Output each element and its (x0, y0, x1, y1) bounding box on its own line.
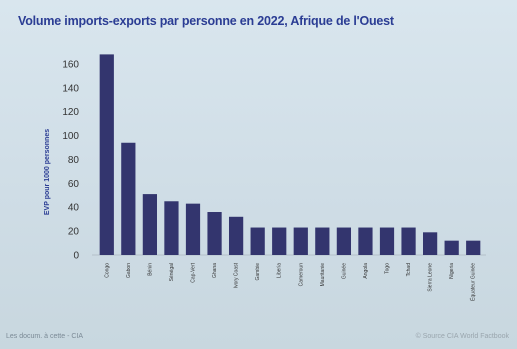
bar (228, 216, 244, 255)
y-tick-label: 0 (73, 251, 79, 262)
category-label: Cap-Vert (191, 262, 197, 282)
category-label: Togo (385, 263, 391, 274)
bar (422, 232, 438, 255)
category-label: Gambie (255, 263, 261, 281)
category-label: Sénégal (169, 263, 175, 281)
category-label: Bénin (147, 263, 153, 276)
category-label: Liberia (277, 263, 283, 278)
category-label: Angola (363, 263, 369, 279)
category-labels: Congo Gabon Bénin Sénégal Cap-Vert Ghana Ivory… (104, 262, 476, 300)
category-label: Nigeria (449, 263, 455, 279)
bar (99, 54, 114, 255)
bar (207, 212, 222, 255)
bar (272, 227, 287, 255)
bar (185, 203, 201, 255)
y-tick-label: 60 (68, 179, 80, 190)
bar (121, 142, 136, 255)
footer-source-left: Les docum. à cette - CIA (6, 333, 84, 340)
category-label: Équateur Guinée (470, 263, 477, 301)
category-label: Ghana (212, 263, 218, 278)
y-tick-label: 40 (68, 203, 80, 214)
bar (444, 240, 459, 255)
category-label: Gabon (126, 263, 132, 278)
chart-title: Volume imports-exports par personne en 2… (18, 14, 394, 28)
category-label: Tchad (406, 263, 412, 277)
bar (250, 227, 265, 255)
category-label: Congo (104, 263, 110, 278)
y-tick-label: 140 (62, 83, 79, 94)
bar (164, 201, 179, 255)
bar (293, 227, 308, 255)
y-tick-label: 100 (62, 131, 79, 142)
bars (99, 54, 481, 255)
bar (401, 227, 416, 255)
category-label: Cameroun (298, 263, 304, 287)
y-tick-label: 160 (62, 59, 79, 70)
y-axis-ticks: 0 20 40 60 80 100 120 140 160 (62, 59, 79, 261)
category-label: Guinée (341, 263, 347, 279)
category-label: Sierra Leone (428, 263, 434, 292)
y-tick-label: 120 (62, 107, 79, 118)
y-axis-label: EVP pour 1000 personnes (44, 129, 51, 215)
footer-credit-right: © Source CIA World Factbook (415, 333, 509, 340)
bar (336, 227, 352, 255)
y-tick-label: 80 (68, 155, 80, 166)
bar (315, 227, 330, 255)
bar (142, 194, 158, 255)
y-tick-label: 20 (68, 227, 80, 238)
bar (379, 227, 395, 255)
category-label: Mauritanie (320, 263, 326, 287)
bar (358, 227, 373, 255)
bar (466, 240, 481, 255)
category-label: Ivory Coast (234, 262, 240, 288)
